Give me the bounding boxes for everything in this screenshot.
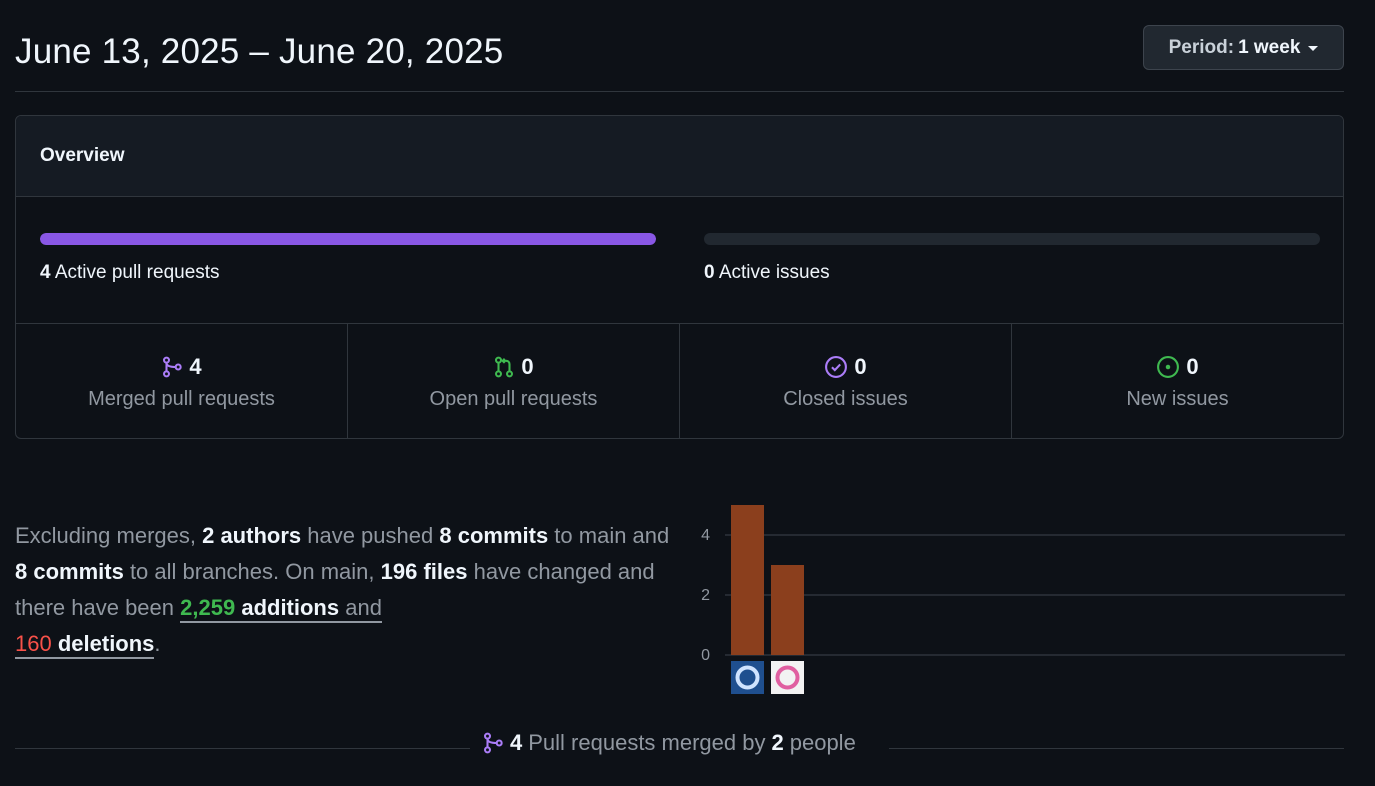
commits-main-count: 8 commits (439, 523, 549, 548)
open-pull-requests-count: 0 (521, 353, 534, 379)
active-pull-requests-label[interactable]: 4 Active pull requests (40, 262, 656, 284)
authors-count: 2 authors (202, 523, 302, 548)
active-issues-label[interactable]: 0 Active issues (704, 262, 1320, 284)
issue-closed-icon (825, 355, 848, 378)
divider-line-right (889, 748, 1344, 749)
stats-row: 4 Merged pull requests 0 Open pull reque… (16, 324, 1343, 438)
deletions-link[interactable]: 160 deletions (15, 631, 155, 659)
merged-pull-requests-summary: 4 Pull requests merged by 2 people (15, 725, 1344, 765)
people-label: people (789, 730, 856, 755)
summary-text: . (154, 631, 161, 656)
period-label: Period: (1168, 36, 1235, 58)
pull-requests-progress-fill (40, 233, 656, 245)
merged-pull-requests-count: 4 (189, 353, 202, 379)
stat-merged-pull-requests[interactable]: 4 Merged pull requests (16, 324, 348, 438)
period-dropdown-button[interactable]: Period: 1 week (1143, 25, 1344, 70)
git-merge-icon (483, 732, 503, 754)
active-issues-count: 0 (704, 262, 715, 283)
period-value: 1 week (1238, 36, 1301, 58)
header: June 13, 2025 – June 20, 2025 Period: 1 … (15, 0, 1344, 92)
merged-by-label: Pull requests merged by (528, 730, 766, 755)
avatar-contributor-1[interactable] (731, 661, 764, 694)
summary-text: have pushed (301, 523, 440, 548)
deletions-count: 160 (15, 631, 52, 656)
commits-by-author-chart: 0 2 4 (701, 505, 1345, 694)
merged-by-text: 4 Pull requests merged by 2 people (476, 730, 862, 756)
closed-issues-count: 0 (854, 353, 867, 379)
active-pull-requests-text: Active pull requests (54, 262, 220, 283)
stat-closed-issues[interactable]: 0 Closed issues (680, 324, 1012, 438)
overview-title: Overview (16, 116, 1343, 197)
stat-new-issues[interactable]: 0 New issues (1012, 324, 1343, 438)
new-issues-label: New issues (1126, 387, 1229, 410)
active-issues-text: Active issues (718, 262, 830, 283)
overview-panel: Overview 4 Active pull requests 0 Active… (15, 115, 1344, 439)
stat-open-pull-requests[interactable]: 0 Open pull requests (348, 324, 680, 438)
merged-pull-requests-label: Merged pull requests (88, 387, 275, 410)
date-range-title: June 13, 2025 – June 20, 2025 (15, 32, 504, 71)
activity-bars: 4 Active pull requests 0 Active issues (16, 197, 1343, 324)
active-pull-requests-section[interactable]: 4 Active pull requests (40, 233, 656, 284)
commits-all-count: 8 commits (15, 559, 124, 584)
open-pull-requests-label: Open pull requests (429, 387, 598, 410)
additions-count: 2,259 (180, 595, 236, 620)
summary-text: Excluding merges, (15, 523, 203, 548)
active-pull-requests-count: 4 (40, 262, 51, 283)
additions-word: additions (241, 595, 340, 620)
y-tick-label: 2 (701, 587, 710, 604)
pull-requests-count: 4 (510, 730, 523, 755)
new-issues-count: 0 (1186, 353, 1199, 379)
summary-text: and (339, 595, 382, 620)
closed-issues-label: Closed issues (783, 387, 908, 410)
y-tick-label: 4 (701, 527, 710, 544)
active-issues-section[interactable]: 0 Active issues (704, 233, 1320, 284)
divider-line-left (15, 748, 470, 749)
bar-contributor-2 (771, 565, 804, 655)
git-pull-request-icon (495, 356, 514, 377)
deletions-word: deletions (57, 631, 155, 656)
files-changed-count: 196 files (380, 559, 468, 584)
issues-progress-track (704, 233, 1320, 245)
caret-down-icon (1308, 46, 1319, 51)
git-merge-icon (163, 356, 183, 377)
pull-requests-progress-track (40, 233, 656, 245)
summary-text: have changed and there have been (15, 559, 655, 620)
commit-summary: Excluding merges, 2 authors have pushed … (15, 518, 675, 662)
summary-text: to all branches. On main, (123, 559, 381, 584)
avatar-contributor-2[interactable] (771, 661, 804, 694)
y-tick-label: 0 (701, 647, 710, 664)
additions-link[interactable]: 2,259 additions and (180, 595, 382, 623)
people-count: 2 (771, 730, 784, 755)
issue-opened-icon (1157, 355, 1180, 378)
bar-contributor-1 (731, 505, 764, 655)
summary-text: to main and (548, 523, 670, 548)
